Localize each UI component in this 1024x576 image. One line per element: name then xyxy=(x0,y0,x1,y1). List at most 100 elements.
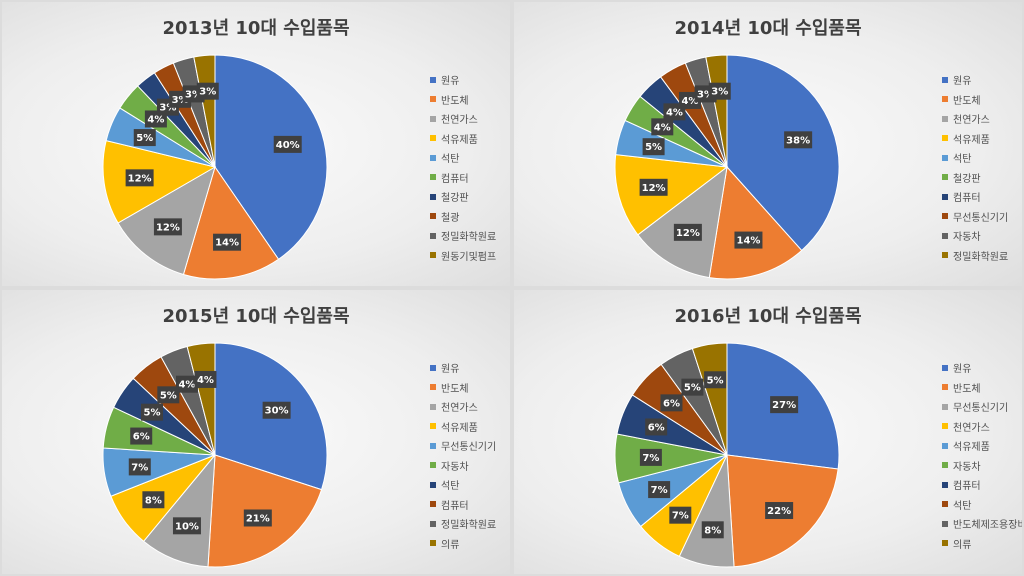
svg-text:38%: 38% xyxy=(786,135,810,146)
legend-label: 반도체 xyxy=(953,383,981,395)
chart-panel-2015: 2015년 10대 수입품목 30% 21% 10% 8% 7% 6% 5% 5% 4% 4% 원… xyxy=(2,290,510,574)
svg-text:40%: 40% xyxy=(276,140,300,151)
chart-title: 2016년 10대 수입품목 xyxy=(674,306,862,327)
legend-swatch xyxy=(430,252,436,259)
legend-label: 무선통신기기 xyxy=(441,442,497,454)
svg-text:3%: 3% xyxy=(159,103,176,114)
data-label-10: 3% xyxy=(196,82,219,100)
data-label-1: 30% xyxy=(262,401,291,419)
legend-item: 반도체 xyxy=(430,90,510,110)
legend-item: 컴퓨터 xyxy=(942,475,1022,495)
data-label-6: 6% xyxy=(130,427,153,445)
data-label-3: 8% xyxy=(701,521,724,539)
legend-item: 무선통신기기 xyxy=(942,207,1022,227)
svg-text:7%: 7% xyxy=(672,511,689,522)
legend-item: 석유제품 xyxy=(430,129,510,149)
data-label-3: 10% xyxy=(172,517,201,535)
data-label-3: 12% xyxy=(153,218,182,236)
svg-text:5%: 5% xyxy=(136,133,153,144)
legend-swatch xyxy=(430,193,436,200)
data-label-2: 14% xyxy=(734,231,763,249)
svg-text:4%: 4% xyxy=(654,122,671,133)
legend-label: 천연가스 xyxy=(441,115,478,127)
svg-text:4%: 4% xyxy=(147,114,164,125)
legend-swatch xyxy=(942,423,948,430)
svg-text:8%: 8% xyxy=(145,495,162,506)
legend-item: 천연가스 xyxy=(430,397,510,417)
legend-label: 의류 xyxy=(441,539,460,551)
chart-title: 2015년 10대 수입품목 xyxy=(162,306,350,327)
data-label-4: 12% xyxy=(639,178,668,196)
legend-swatch xyxy=(942,540,948,547)
data-label-10: 5% xyxy=(704,371,727,389)
legend-label: 원동기및펌프 xyxy=(441,251,497,263)
pie-slice-3 xyxy=(637,165,728,279)
legend-item: 정밀화학원료 xyxy=(430,514,510,534)
legend-swatch xyxy=(430,76,436,83)
legend-label: 정밀화학원료 xyxy=(441,232,497,244)
legend-label: 정밀화학원료 xyxy=(441,520,497,532)
legend-item: 반도체 xyxy=(942,378,1022,398)
legend-label: 석유제품 xyxy=(441,134,478,146)
legend-item: 정밀화학원료 xyxy=(430,226,510,246)
legend-label: 원유 xyxy=(953,364,972,376)
legend-swatch xyxy=(942,442,948,449)
svg-text:21%: 21% xyxy=(246,513,270,524)
svg-text:3%: 3% xyxy=(185,89,202,100)
svg-text:10%: 10% xyxy=(175,521,199,532)
legend-item: 철강판 xyxy=(942,168,1022,188)
svg-text:12%: 12% xyxy=(156,222,180,233)
chart-title: 2014년 10대 수입품목 xyxy=(674,18,862,39)
legend-item: 석유제품 xyxy=(942,436,1022,456)
pie-slice-1 xyxy=(726,54,840,252)
data-label-5: 7% xyxy=(648,481,671,499)
legend-swatch xyxy=(942,174,948,181)
legend-item: 컴퓨터 xyxy=(430,495,510,515)
data-label-2: 14% xyxy=(213,233,242,251)
pie-chart: 40%14%12%12%5%4%3%3%3%3% xyxy=(102,54,328,280)
svg-text:4%: 4% xyxy=(666,107,683,118)
legend-item: 자동차 xyxy=(942,226,1022,246)
svg-text:3%: 3% xyxy=(172,95,189,106)
svg-text:5%: 5% xyxy=(707,375,724,386)
legend-item: 원유 xyxy=(942,358,1022,378)
legend-swatch xyxy=(430,501,436,508)
legend-item: 원유 xyxy=(430,358,510,378)
legend-item: 자동차 xyxy=(942,456,1022,476)
data-label-4: 8% xyxy=(142,491,165,509)
legend-item: 자동차 xyxy=(430,456,510,476)
legend-label: 천연가스 xyxy=(953,115,990,127)
svg-text:8%: 8% xyxy=(704,525,721,536)
data-label-5: 5% xyxy=(642,138,665,156)
legend-swatch xyxy=(430,232,436,239)
legend-label: 자동차 xyxy=(441,461,469,473)
legend-label: 자동차 xyxy=(953,461,981,473)
svg-text:30%: 30% xyxy=(265,406,289,417)
legend-label: 철강판 xyxy=(953,173,981,185)
legend-item: 석유제품 xyxy=(942,129,1022,149)
data-label-2: 22% xyxy=(765,502,794,520)
svg-text:5%: 5% xyxy=(144,408,161,419)
legend-swatch xyxy=(430,481,436,488)
legend-label: 석탄 xyxy=(953,154,972,166)
data-label-9: 5% xyxy=(681,378,704,396)
legend-swatch xyxy=(942,252,948,259)
legend-label: 무선통신기기 xyxy=(953,403,1009,415)
svg-text:3%: 3% xyxy=(697,89,714,100)
data-label-1: 38% xyxy=(784,131,813,149)
data-label-1: 40% xyxy=(273,135,302,153)
legend-label: 컴퓨터 xyxy=(441,500,469,512)
svg-text:5%: 5% xyxy=(160,390,177,401)
legend-swatch xyxy=(942,115,948,122)
legend-label: 의류 xyxy=(953,539,972,551)
legend-swatch xyxy=(942,481,948,488)
legend-label: 원유 xyxy=(441,76,460,88)
svg-text:6%: 6% xyxy=(663,398,680,409)
legend-label: 석유제품 xyxy=(953,442,990,454)
data-label-2: 21% xyxy=(243,509,272,527)
pie-chart: 27% 22% 8% 7% 7% 7% 6% 6% 5% 5% xyxy=(614,342,840,568)
legend-item: 무선통신기기 xyxy=(430,436,510,456)
data-label-4: 7% xyxy=(669,506,692,524)
legend-item: 컴퓨터 xyxy=(430,168,510,188)
svg-text:4%: 4% xyxy=(681,96,698,107)
